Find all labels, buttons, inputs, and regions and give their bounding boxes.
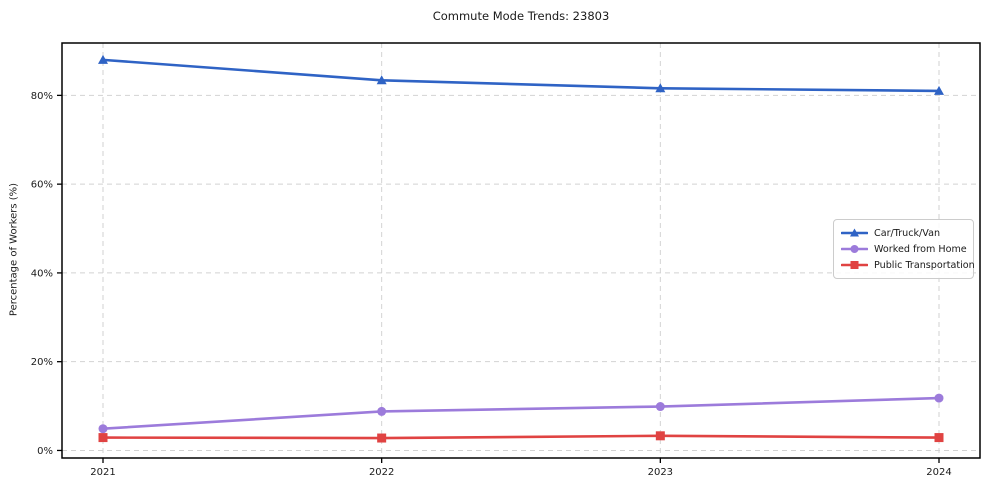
legend-item: Public Transportation xyxy=(841,257,975,273)
y-tick-label: 0% xyxy=(37,446,53,457)
data-point-marker xyxy=(850,228,859,237)
x-tick-label: 2023 xyxy=(648,467,673,478)
data-point-marker xyxy=(655,83,666,93)
series-line-car-truck-van xyxy=(101,58,941,93)
legend: Car/Truck/Van Worked from Home Public Tran… xyxy=(833,219,975,279)
y-tick-label: 40% xyxy=(31,268,53,279)
y-tick-label: 20% xyxy=(31,357,53,368)
data-point-marker xyxy=(934,85,944,95)
y-tick-label: 60% xyxy=(31,180,53,191)
data-point-marker xyxy=(655,431,665,441)
data-point-marker xyxy=(655,402,665,412)
data-point-marker xyxy=(98,433,108,443)
legend-label: Car/Truck/Van xyxy=(874,227,941,239)
legend-item: Car/Truck/Van xyxy=(841,225,965,241)
data-point-marker xyxy=(850,245,859,253)
x-tick-label: 2024 xyxy=(926,467,951,478)
data-point-marker xyxy=(934,393,944,403)
legend-item: Worked from Home xyxy=(841,241,967,257)
x-tick-label: 2021 xyxy=(90,467,115,478)
legend-label: Public Transportation xyxy=(874,259,975,271)
data-point-marker xyxy=(850,261,859,269)
data-point-marker xyxy=(98,424,108,434)
series-line-worked-from-home xyxy=(101,396,941,431)
legend-label: Worked from Home xyxy=(874,243,967,255)
data-point-marker xyxy=(377,433,387,443)
circle-legend-swatch-icon xyxy=(841,245,868,253)
x-tick-label: 2022 xyxy=(369,467,394,478)
chart-title: Commute Mode Trends: 23803 xyxy=(432,9,610,23)
square-legend-swatch-icon xyxy=(841,261,868,269)
data-point-marker xyxy=(376,75,387,85)
series-line-public-transportation xyxy=(101,434,941,440)
data-point-marker xyxy=(377,406,387,416)
plot-frame xyxy=(61,42,981,459)
data-point-marker xyxy=(98,54,108,64)
data-point-marker xyxy=(934,433,944,443)
triangle-legend-swatch-icon xyxy=(841,228,868,237)
y-tick-label: 80% xyxy=(31,91,53,102)
